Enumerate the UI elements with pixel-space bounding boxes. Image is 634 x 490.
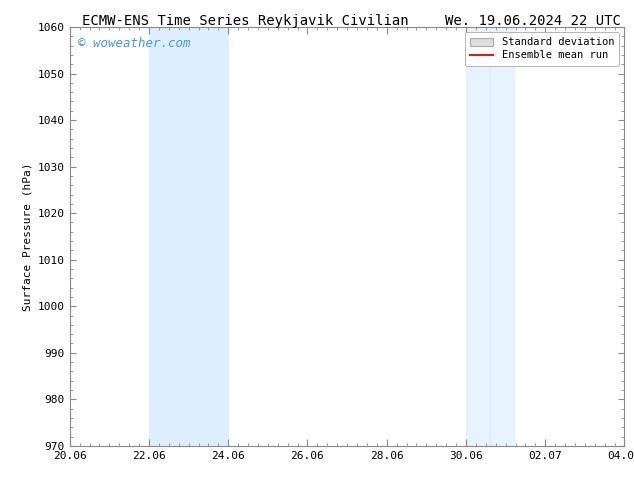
Legend: Standard deviation, Ensemble mean run: Standard deviation, Ensemble mean run [465,32,619,66]
Text: ECMW-ENS Time Series Reykjavik Civilian: ECMW-ENS Time Series Reykjavik Civilian [82,14,409,28]
Text: We. 19.06.2024 22 UTC: We. 19.06.2024 22 UTC [446,14,621,28]
Bar [489,27,514,446]
Text: © woweather.com: © woweather.com [78,37,191,50]
Bar [149,27,228,446]
Bar [466,27,489,446]
Y-axis label: Surface Pressure (hPa): Surface Pressure (hPa) [22,162,32,311]
